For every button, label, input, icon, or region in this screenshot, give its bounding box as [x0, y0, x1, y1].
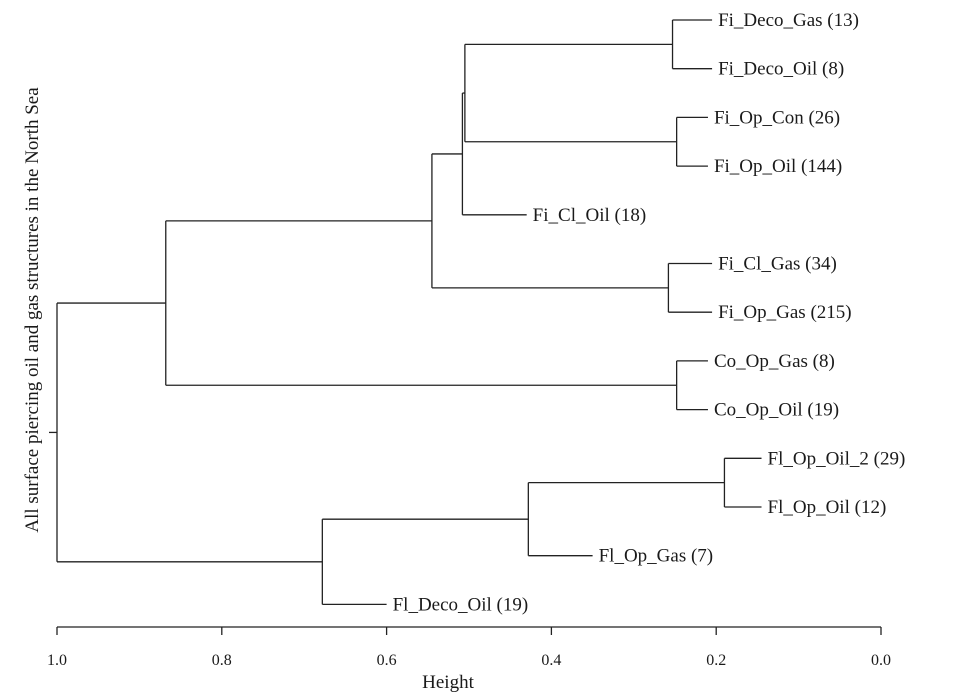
leaf-label: Co_Op_Gas (8)	[714, 351, 835, 372]
leaf-label: Fl_Op_Oil (12)	[768, 497, 887, 518]
leaf-label: Fi_Op_Con (26)	[714, 107, 840, 128]
leaf-label: Fl_Deco_Oil (19)	[393, 594, 529, 615]
leaf-label: Fi_Op_Gas (215)	[718, 302, 852, 323]
leaf-label: Fi_Op_Oil (144)	[714, 156, 842, 177]
leaf-label: Co_Op_Oil (19)	[714, 400, 839, 421]
side-label: All surface piercing oil and gas structu…	[22, 87, 43, 533]
x-axis-title: Height	[422, 672, 474, 693]
leaf-label: Fl_Op_Oil_2 (29)	[768, 448, 906, 469]
x-tick-label: 0.4	[541, 652, 561, 669]
dendrogram-branches	[49, 19, 762, 606]
leaf-label: Fi_Deco_Oil (8)	[718, 59, 844, 80]
leaf-label: Fi_Deco_Gas (13)	[718, 10, 859, 31]
x-tick-label: 0.2	[706, 652, 726, 669]
x-tick-label: 0.0	[871, 652, 891, 669]
leaf-labels: Fi_Deco_Gas (13) Fi_Deco_Oil (8) Fi_Op_Con…	[393, 10, 906, 615]
x-axis-ticks: 1.0 0.8 0.6 0.4 0.2 0.0	[47, 627, 891, 669]
x-axis: 1.0 0.8 0.6 0.4 0.2 0.0 Height	[47, 626, 891, 693]
x-tick-label: 1.0	[47, 652, 67, 669]
leaf-label: Fi_Cl_Oil (18)	[533, 205, 646, 226]
leaf-label: Fl_Op_Gas (7)	[599, 546, 714, 567]
x-tick-label: 0.6	[377, 652, 397, 669]
leaf-label: Fi_Cl_Gas (34)	[718, 254, 837, 275]
x-tick-label: 0.8	[212, 652, 232, 669]
